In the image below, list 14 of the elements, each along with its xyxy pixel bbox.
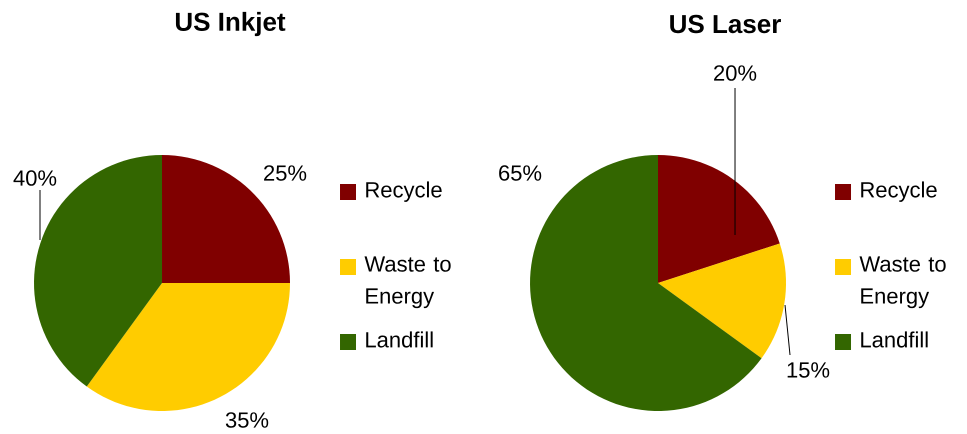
- data-label: 35%: [226, 412, 268, 428]
- legend-label: Recycle: [861, 181, 937, 202]
- legend-label: Recycle: [366, 181, 442, 202]
- data-label: 65%: [499, 165, 542, 181]
- data-label: 25%: [264, 165, 306, 181]
- legend-label: Landfill: [861, 331, 928, 348]
- data-label: 15%: [788, 362, 830, 378]
- data-label: 40%: [13, 170, 56, 186]
- legend-label: Waste to Energy: [860, 256, 946, 308]
- legend-label: Waste to Energy: [364, 256, 451, 308]
- legend-label: Landfill: [366, 331, 433, 348]
- chart-title: US Inkjet: [176, 12, 286, 36]
- data-label: 20%: [714, 65, 756, 81]
- chart-title: US Laser: [670, 14, 781, 34]
